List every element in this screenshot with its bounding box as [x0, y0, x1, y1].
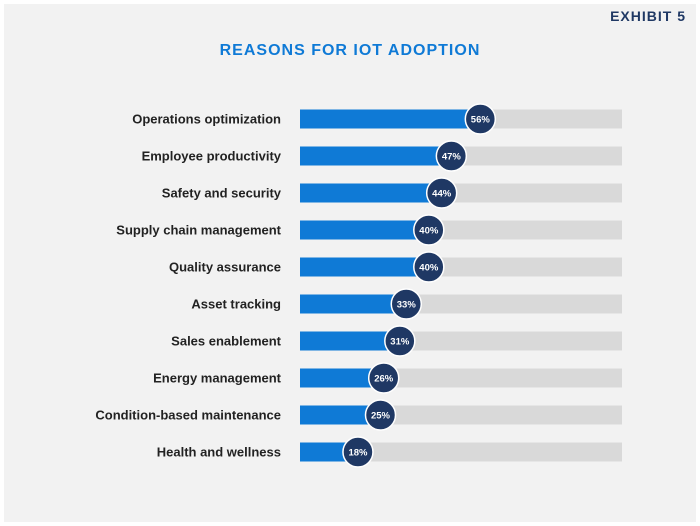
bar	[300, 331, 400, 351]
category-label: Operations optimization	[132, 112, 281, 127]
bar	[300, 257, 429, 277]
value-label: 33%	[397, 300, 417, 311]
bar	[300, 109, 481, 129]
value-marker	[342, 436, 374, 468]
category-label: Health and wellness	[157, 445, 281, 460]
value-marker	[384, 325, 416, 357]
category-label: Energy management	[153, 371, 282, 386]
category-label: Quality assurance	[169, 260, 281, 275]
bar	[300, 220, 429, 240]
exhibit-label: EXHIBIT 5	[610, 8, 686, 24]
value-marker	[367, 362, 400, 394]
category-label: Safety and security	[162, 186, 282, 201]
value-marker	[364, 399, 397, 431]
value-label: 31%	[390, 337, 410, 348]
bar-track	[300, 442, 622, 462]
bar	[300, 405, 381, 425]
value-marker	[425, 177, 458, 209]
value-label: 26%	[374, 374, 394, 385]
value-label: 40%	[419, 226, 439, 237]
value-label: 56%	[471, 115, 491, 126]
bar	[300, 146, 452, 166]
value-label: 40%	[419, 263, 439, 274]
value-marker	[464, 103, 497, 135]
value-marker	[435, 140, 468, 172]
category-label: Employee productivity	[142, 149, 282, 164]
value-label: 25%	[371, 411, 391, 422]
bar	[300, 183, 442, 203]
value-label: 18%	[348, 448, 368, 459]
value-label: 47%	[442, 152, 462, 163]
bar	[300, 294, 407, 314]
value-marker	[413, 251, 445, 283]
value-marker	[413, 214, 445, 246]
category-label: Condition-based maintenance	[95, 408, 281, 423]
bar	[300, 368, 384, 388]
category-label: Supply chain management	[116, 223, 281, 238]
chart-title: REASONS FOR IOT ADOPTION	[219, 42, 481, 59]
category-label: Asset tracking	[191, 297, 281, 312]
category-label: Sales enablement	[171, 334, 281, 349]
value-marker	[390, 288, 423, 320]
value-label: 44%	[432, 189, 452, 200]
